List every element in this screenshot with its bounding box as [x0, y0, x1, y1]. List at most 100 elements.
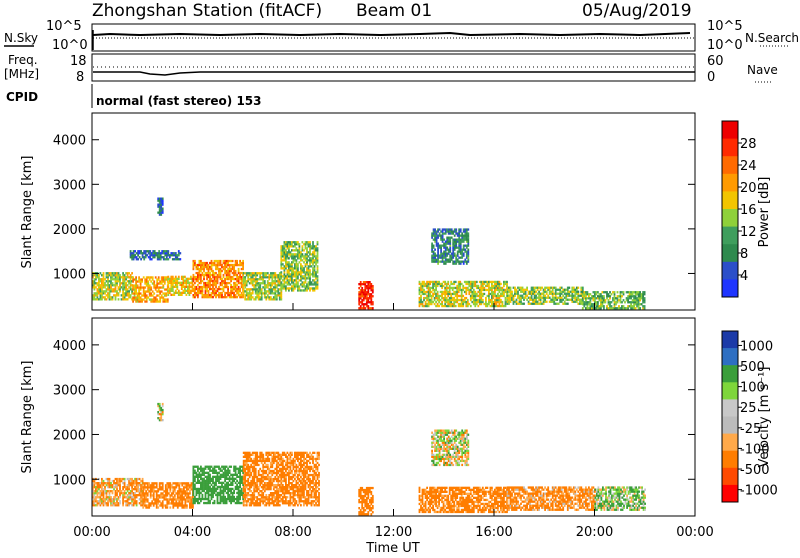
heat-cell	[474, 305, 476, 307]
heat-cell	[159, 298, 161, 300]
heat-cell	[443, 228, 445, 230]
heat-cell	[455, 230, 457, 232]
heat-cell	[448, 253, 450, 255]
heat-cell	[157, 502, 159, 504]
heat-cell	[361, 287, 363, 289]
heat-cell	[302, 245, 304, 247]
heat-cell	[503, 289, 505, 291]
heat-cell	[223, 496, 225, 498]
heat-cell	[428, 285, 430, 287]
heat-cell	[202, 498, 204, 500]
heat-cell	[442, 230, 444, 232]
heat-cell	[494, 293, 496, 295]
heat-cell	[541, 287, 543, 289]
heat-cell	[221, 264, 223, 266]
heat-cell	[104, 282, 106, 284]
heat-cell	[420, 297, 422, 299]
heat-cell	[262, 466, 264, 468]
heat-cell	[116, 500, 118, 502]
heat-cell	[276, 286, 278, 288]
heat-cell	[590, 301, 592, 303]
heat-cell	[192, 504, 194, 506]
heat-cell	[144, 292, 146, 294]
heat-cell	[282, 249, 284, 251]
heat-cell	[259, 284, 261, 286]
heat-cell	[284, 247, 286, 249]
heat-cell	[297, 267, 299, 269]
heat-cell	[513, 303, 515, 305]
heat-cell	[181, 286, 183, 288]
colorbar-segment	[722, 139, 738, 157]
heat-cell	[199, 494, 201, 496]
heat-cell	[200, 270, 202, 272]
heat-cell	[363, 295, 365, 297]
heat-cell	[223, 280, 225, 282]
heat-cell	[317, 267, 319, 269]
heat-cell	[142, 256, 144, 258]
heat-cell	[535, 295, 537, 297]
heat-cell	[97, 494, 99, 496]
heat-cell	[116, 284, 118, 286]
heat-cell	[274, 282, 276, 284]
heat-cell	[288, 261, 290, 263]
heat-cell	[429, 283, 431, 285]
colorbar-tick-label: 28	[740, 137, 757, 152]
heat-cell	[317, 257, 319, 259]
heat-cell	[249, 468, 251, 470]
heat-cell	[215, 292, 217, 294]
heat-cell	[256, 496, 258, 498]
heat-cell	[214, 262, 216, 264]
heat-cell	[224, 294, 226, 296]
heat-cell	[467, 232, 469, 234]
heat-cell	[309, 275, 311, 277]
heat-cell	[503, 283, 505, 285]
heat-cell	[454, 253, 456, 255]
heat-cell	[296, 279, 298, 281]
heat-cell	[106, 298, 108, 300]
heat-cell	[200, 282, 202, 284]
heat-cell	[246, 284, 248, 286]
heat-cell	[274, 272, 276, 274]
heat-cell	[505, 299, 507, 301]
heat-cell	[583, 297, 585, 299]
heat-cell	[200, 466, 202, 468]
heat-cell	[517, 291, 519, 293]
heat-cell	[588, 295, 590, 297]
heat-cell	[507, 293, 509, 295]
heat-cell	[508, 303, 510, 305]
heat-cell	[620, 293, 622, 295]
heat-cell	[119, 494, 121, 496]
heat-cell	[122, 504, 124, 506]
heat-cell	[262, 460, 264, 462]
heat-cell	[217, 488, 219, 490]
heat-cell	[459, 287, 461, 289]
heat-cell	[151, 258, 153, 260]
heat-cell	[367, 291, 369, 293]
heat-cell	[290, 283, 292, 285]
heat-cell	[238, 488, 240, 490]
heat-cell	[246, 462, 248, 464]
heat-cell	[267, 272, 269, 274]
heat-cell	[223, 488, 225, 490]
heat-cell	[208, 492, 210, 494]
heat-cell	[145, 496, 147, 498]
heat-cell	[194, 486, 196, 488]
heat-cell	[287, 255, 289, 257]
heat-cell	[164, 282, 166, 284]
heat-cell	[215, 296, 217, 298]
heat-cell	[447, 295, 449, 297]
heat-cell	[364, 307, 366, 309]
heat-cell	[500, 283, 502, 285]
heat-cell	[460, 245, 462, 247]
heat-cell	[302, 265, 304, 267]
heat-cell	[488, 297, 490, 299]
heat-cell	[235, 482, 237, 484]
heat-cell	[197, 284, 199, 286]
heat-cell	[250, 294, 252, 296]
heat-cell	[280, 273, 282, 275]
heat-cell	[200, 276, 202, 278]
heat-cell	[112, 492, 114, 494]
heat-cell	[474, 297, 476, 299]
heat-cell	[161, 278, 163, 280]
heat-cell	[130, 278, 132, 280]
